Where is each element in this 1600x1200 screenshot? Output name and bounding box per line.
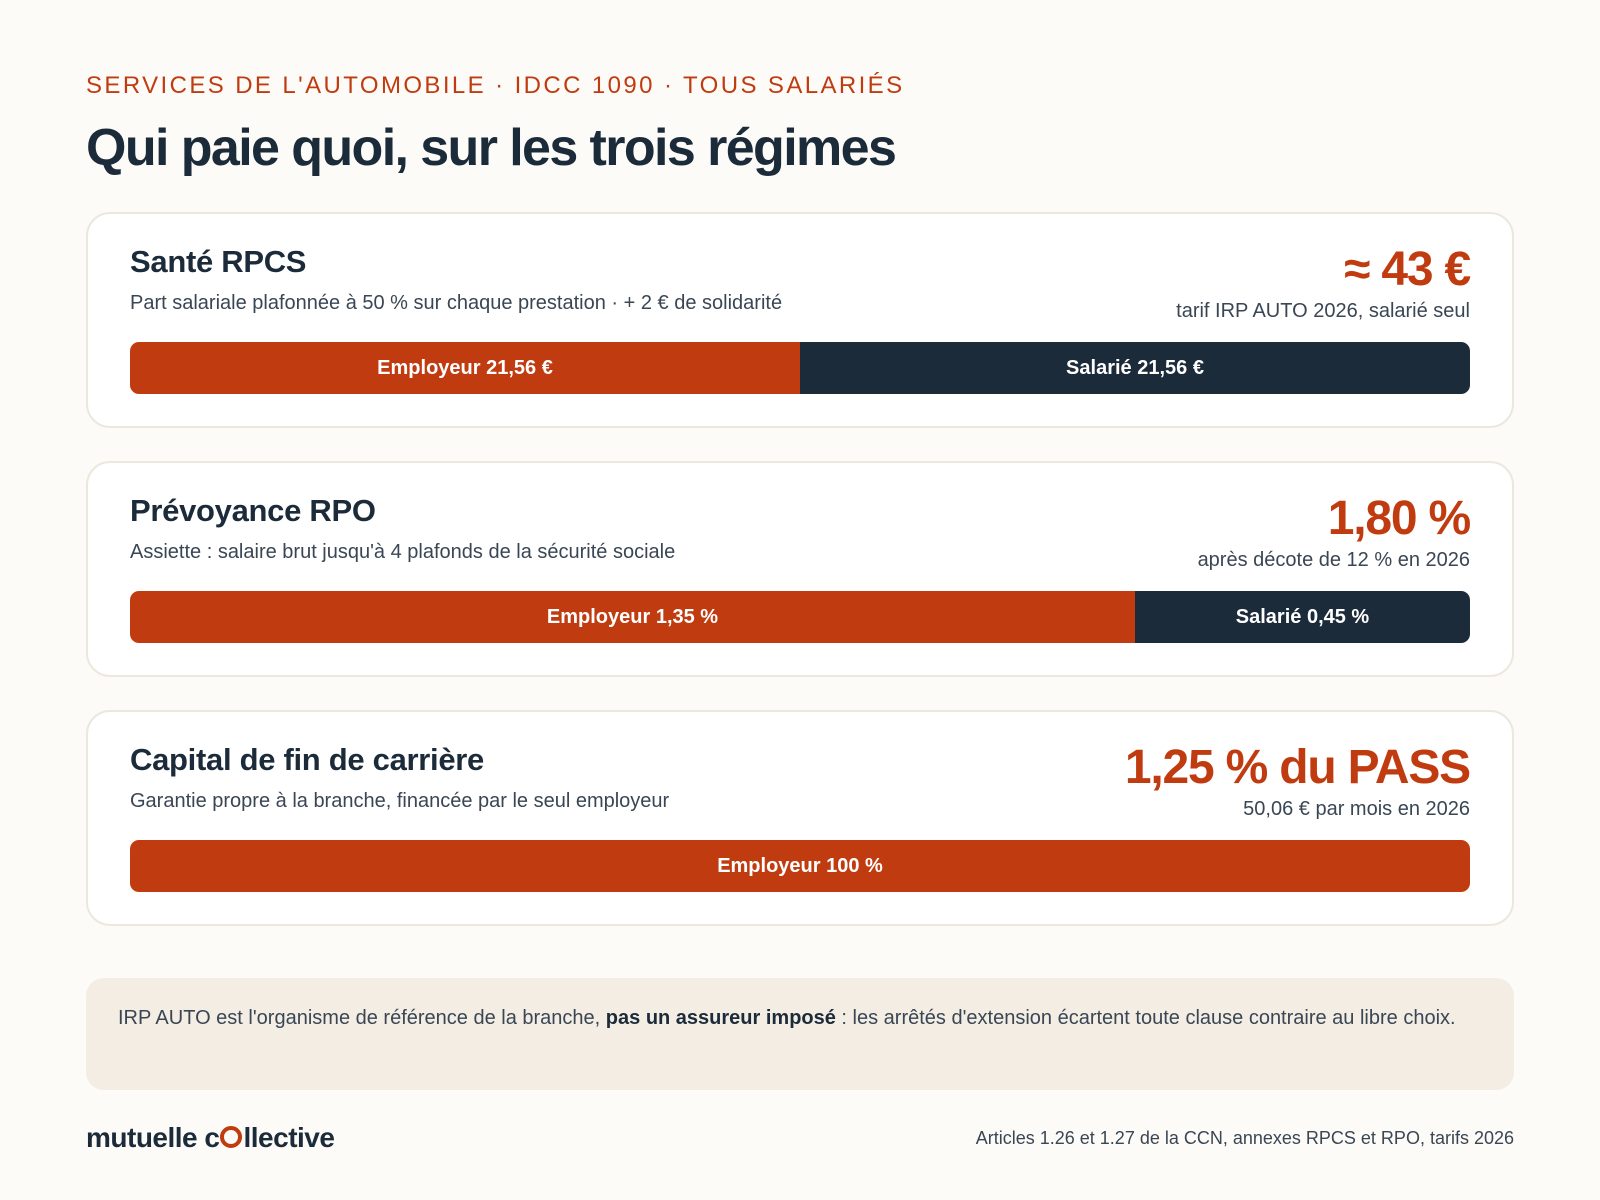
logo-text-start: mutuelle c xyxy=(86,1122,220,1153)
kicker: SERVICES DE L'AUTOMOBILE · IDCC 1090 · T… xyxy=(86,72,905,99)
bar-segment-employee: Salarié 21,56 € xyxy=(800,342,1470,394)
regime-description: Part salariale plafonnée à 50 % sur chaq… xyxy=(130,292,783,314)
bar-segment-employer: Employeur 1,35 % xyxy=(130,591,1135,643)
regime-card: Capital de fin de carrière Garantie propr… xyxy=(86,710,1514,926)
contribution-bar: Employeur 100 % xyxy=(130,840,1470,892)
regime-headline-note: tarif IRP AUTO 2026, salarié seul xyxy=(1176,300,1470,322)
regime-headline-note: 50,06 € par mois en 2026 xyxy=(1243,798,1470,820)
regime-headline-value: ≈ 43 € xyxy=(1344,243,1471,296)
bar-segment-employer: Employeur 100 % xyxy=(130,840,1470,892)
logo-text-end: llective xyxy=(243,1122,335,1153)
regime-headline-note: après décote de 12 % en 2026 xyxy=(1197,549,1470,571)
regime-name: Santé RPCS xyxy=(130,244,307,279)
regime-description: Assiette : salaire brut jusqu'à 4 plafon… xyxy=(130,541,676,563)
regime-description: Garantie propre à la branche, financée p… xyxy=(130,790,670,812)
notice-box: IRP AUTO est l'organisme de référence de… xyxy=(86,978,1514,1090)
brand-logo: mutuelle c llective xyxy=(86,1122,335,1154)
page-title: Qui paie quoi, sur les trois régimes xyxy=(86,119,897,177)
regime-name: Prévoyance RPO xyxy=(130,493,376,528)
contribution-bar: Employeur 21,56 € Salarié 21,56 € xyxy=(130,342,1470,394)
regime-headline-value: 1,80 % xyxy=(1327,492,1471,545)
notice-text-bold: pas un assureur imposé xyxy=(605,1007,836,1029)
contribution-bar: Employeur 1,35 % Salarié 0,45 % xyxy=(130,591,1470,643)
regime-card: Santé RPCS Part salariale plafonnée à 50 … xyxy=(86,212,1514,428)
source-note: Articles 1.26 et 1.27 de la CCN, annexes… xyxy=(975,1128,1514,1148)
regime-name: Capital de fin de carrière xyxy=(130,742,484,777)
logo-o-icon xyxy=(220,1126,243,1148)
regime-headline-value: 1,25 % du PASS xyxy=(1124,741,1471,794)
bar-segment-employer: Employeur 21,56 € xyxy=(130,342,800,394)
notice-text-before: IRP AUTO est l'organisme de référence de… xyxy=(118,1007,606,1029)
notice-text-after: : les arrêtés d'extension écartent toute… xyxy=(835,1007,1456,1029)
regime-card: Prévoyance RPO Assiette : salaire brut ju… xyxy=(86,461,1514,677)
bar-segment-employee: Salarié 0,45 % xyxy=(1135,591,1470,643)
